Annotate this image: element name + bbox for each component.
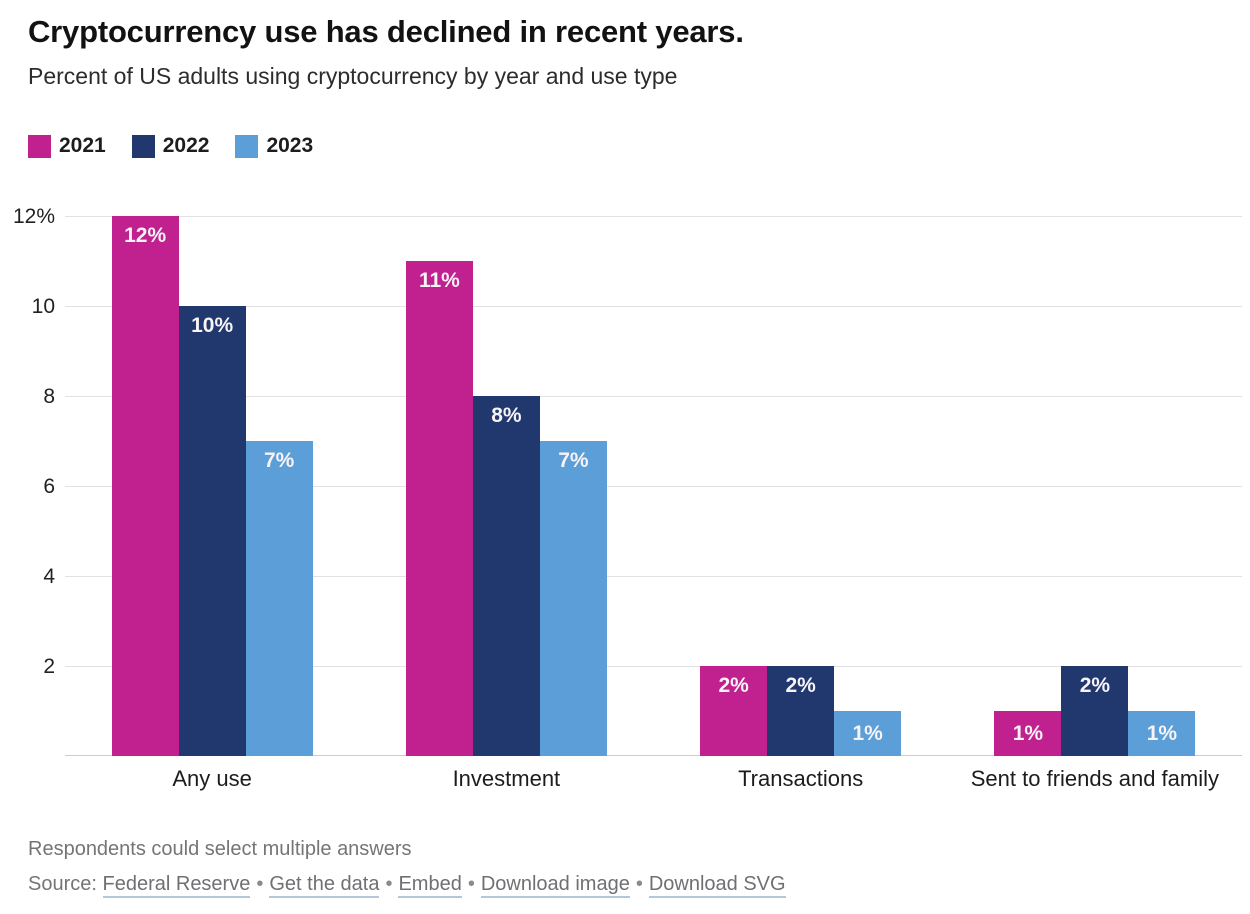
source-link-download-image[interactable]: Download image	[480, 873, 630, 898]
bar-2021-sent-to-friends-and-family: 1%	[994, 711, 1062, 756]
chart-title: Cryptocurrency use has declined in recen…	[28, 14, 744, 49]
category-label-sent-to-friends-and-family: Sent to friends and family	[970, 766, 1219, 791]
gridline: 2	[43, 655, 1242, 678]
bar-2023-investment: 7%	[539, 441, 607, 756]
bar-group-transactions: 2% 2% 1%	[654, 216, 948, 756]
bar-value-label: 7%	[263, 449, 295, 472]
bar-2021-investment: 11%	[405, 261, 473, 756]
bar-value-label: 10%	[191, 314, 234, 337]
x-axis-baseline	[65, 755, 1242, 756]
plot-area: 12% 10 8 6 4 2 12% 10% 7% 11% 8% 7% 2% 2% 1% 1% 2% 1%	[13, 205, 1242, 756]
y-axis-tick-label: 4	[43, 565, 55, 589]
bar-value-label: 7%	[558, 449, 589, 472]
gridline: 8	[43, 385, 1242, 408]
source-link-download-svg[interactable]: Download SVG	[648, 873, 786, 898]
legend-item-2022: 2022	[131, 134, 210, 158]
legend-item-2021: 2021	[28, 134, 106, 158]
bar-value-label: 2%	[785, 674, 816, 697]
bar-group-any-use: 12% 10% 7%	[65, 216, 359, 756]
source-links: Federal Reserve • Get the data • Embed • Downl…	[102, 873, 786, 898]
bar-group-sent-to-friends-and-family: 1% 2% 1%	[948, 216, 1242, 756]
gridline: 6	[43, 475, 1242, 498]
bar-value-label: 8%	[491, 404, 522, 427]
source-separator: •	[385, 873, 393, 895]
legend-swatch-icon	[235, 134, 259, 158]
chart-header: Cryptocurrency use has declined in recen…	[0, 14, 1250, 90]
legend-swatch-icon	[28, 134, 51, 158]
bar-value-label: 1%	[1012, 721, 1044, 745]
source-separator: •	[256, 873, 264, 895]
bar-value-label: 2%	[718, 674, 749, 697]
bar-2023-any-use: 7%	[245, 441, 313, 756]
bar-group-investment: 11% 8% 7%	[359, 216, 653, 756]
bar-2022-investment: 8%	[472, 396, 540, 756]
source-link-federal-reserve[interactable]: Federal Reserve	[102, 873, 251, 898]
bar-2022-sent-to-friends-and-family: 2%	[1061, 666, 1129, 756]
y-axis-tick-label: 10	[31, 295, 55, 318]
source-link-get-the-data[interactable]: Get the data	[269, 873, 380, 898]
legend-item-2023: 2023	[235, 134, 313, 158]
bar-chart: 12% 10 8 6 4 2 12% 10% 7% 11% 8% 7% 2% 2% 1% 1% 2% 1% Any…	[13, 205, 1242, 792]
bar-2022-any-use: 10%	[178, 306, 246, 756]
chart-note: Respondents could select multiple answer…	[28, 838, 412, 860]
y-axis-tick-label: 12%	[12, 205, 55, 228]
chart-footer: Respondents could select multiple answer…	[0, 838, 1250, 898]
y-axis-tick-label: 8	[43, 385, 55, 409]
bar-value-label: 2%	[1079, 674, 1111, 697]
legend-swatch-icon	[131, 134, 155, 158]
y-axis-tick-label: 2	[43, 655, 55, 679]
bar-groups: 12% 10% 7% 11% 8% 7% 2% 2% 1% 1% 2% 1%	[65, 216, 1242, 756]
x-axis-category-labels: Any use Investment Transactions Sent to fri…	[65, 766, 1242, 792]
source-link-embed[interactable]: Embed	[398, 873, 462, 898]
bar-value-label: 12%	[124, 224, 167, 247]
legend-item-label: 2021	[59, 134, 106, 157]
chart-subtitle: Percent of US adults using cryptocurrenc…	[28, 63, 678, 89]
bar-2023-sent-to-friends-and-family: 1%	[1128, 711, 1196, 756]
source-separator: •	[467, 873, 475, 895]
category-label-investment: Investment	[452, 766, 561, 791]
legend-item-label: 2023	[266, 134, 314, 157]
y-axis-tick-label: 6	[43, 475, 55, 498]
bar-2023-transactions: 1%	[834, 711, 902, 756]
gridline: 10	[32, 295, 1242, 318]
legend-item-label: 2022	[162, 134, 210, 157]
bar-value-label: 11%	[418, 269, 460, 292]
bar-2021-transactions: 2%	[700, 666, 768, 756]
category-label-any-use: Any use	[172, 766, 252, 791]
gridline: 4	[43, 565, 1242, 588]
source-prefix: Source:	[28, 873, 97, 895]
source-line: Source: Federal Reserve • Get the data • Emb…	[28, 873, 1250, 898]
category-label-transactions: Transactions	[738, 766, 864, 791]
source-separator: •	[635, 873, 643, 895]
bar-2021-any-use: 12%	[111, 216, 179, 756]
bar-2022-transactions: 2%	[767, 666, 835, 756]
bar-value-label: 1%	[852, 721, 883, 745]
bar-value-label: 1%	[1146, 721, 1178, 745]
chart-legend: 2021 2022 2023	[28, 134, 1250, 158]
gridline: 12%	[13, 205, 1242, 228]
